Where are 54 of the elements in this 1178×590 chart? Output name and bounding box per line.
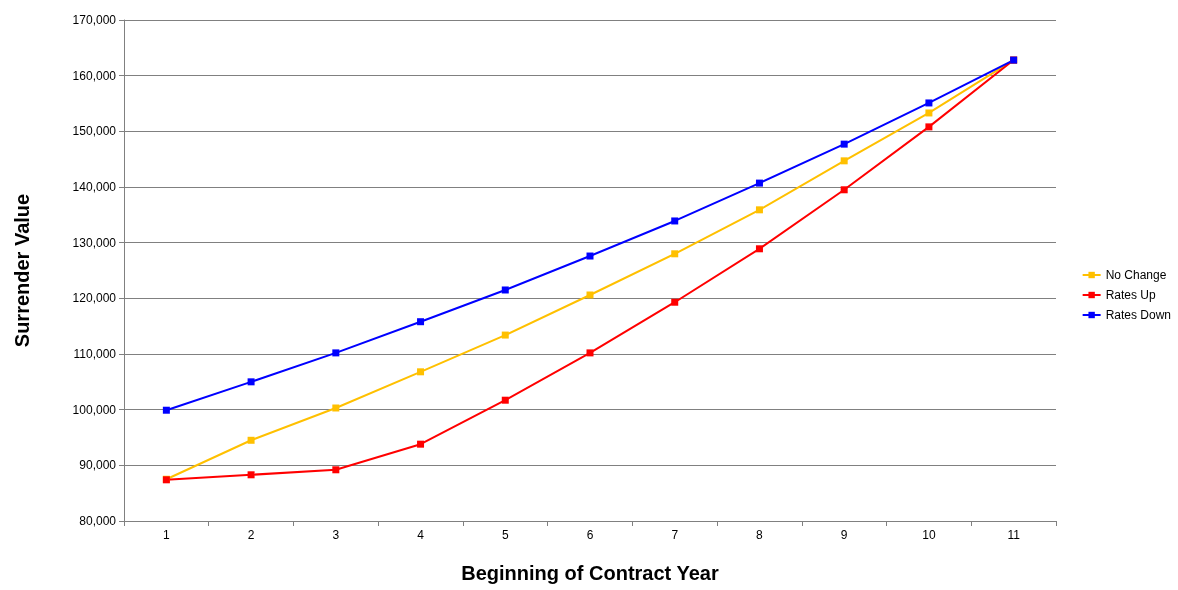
x-tick-label: 3 — [332, 528, 340, 542]
point — [501, 331, 509, 339]
point — [247, 436, 255, 444]
point — [417, 318, 425, 326]
y-tick-label: 120,000 — [72, 291, 117, 306]
point — [755, 179, 763, 187]
point — [840, 140, 848, 148]
y-tick-label: 150,000 — [72, 124, 117, 139]
point — [586, 291, 594, 299]
point — [247, 378, 255, 386]
point — [840, 157, 848, 165]
x-axis-title: Beginning of Contract Year — [461, 562, 719, 584]
legend-label: Rates Down — [1105, 308, 1172, 322]
point — [671, 217, 679, 225]
point — [162, 406, 170, 414]
point — [925, 99, 933, 107]
x-tick-label: 6 — [586, 528, 594, 542]
point — [925, 123, 933, 131]
y-tick-label: 80,000 — [79, 514, 117, 528]
point — [586, 349, 594, 357]
x-tick-label: 10 — [922, 528, 936, 542]
y-tick-label: 100,000 — [72, 402, 117, 417]
x-tick-label: 8 — [756, 528, 764, 542]
x-tick-label: 7 — [671, 528, 679, 542]
x-tick-label: 4 — [417, 528, 425, 542]
y-tick-label: 170,000 — [72, 13, 117, 27]
point — [925, 109, 933, 117]
y-tick-label: 140,000 — [72, 180, 117, 194]
x-tick-label: 5 — [501, 528, 509, 542]
y-axis-title: Surrender Value — [11, 193, 33, 348]
point — [417, 440, 425, 448]
point — [586, 252, 594, 260]
point — [501, 286, 509, 294]
x-tick-label: 9 — [840, 528, 848, 542]
y-tick-label: 160,000 — [72, 68, 117, 83]
legend-label: No Change — [1105, 268, 1167, 282]
point — [671, 250, 679, 258]
point — [671, 298, 679, 306]
point — [840, 186, 848, 194]
point — [755, 245, 763, 253]
point — [501, 396, 509, 404]
x-tick-label: 1 — [163, 528, 171, 542]
point — [332, 466, 340, 474]
x-tick-label: 2 — [247, 528, 255, 542]
point — [332, 349, 340, 357]
point — [417, 368, 425, 376]
x-tick-label: 11 — [1007, 528, 1021, 542]
point — [332, 404, 340, 412]
y-tick-label: 90,000 — [79, 458, 117, 473]
y-tick-label: 110,000 — [73, 347, 117, 361]
y-tick-label: 130,000 — [72, 235, 117, 250]
legend-label: Rates Up — [1105, 288, 1156, 302]
point — [755, 206, 763, 214]
point — [247, 471, 255, 479]
